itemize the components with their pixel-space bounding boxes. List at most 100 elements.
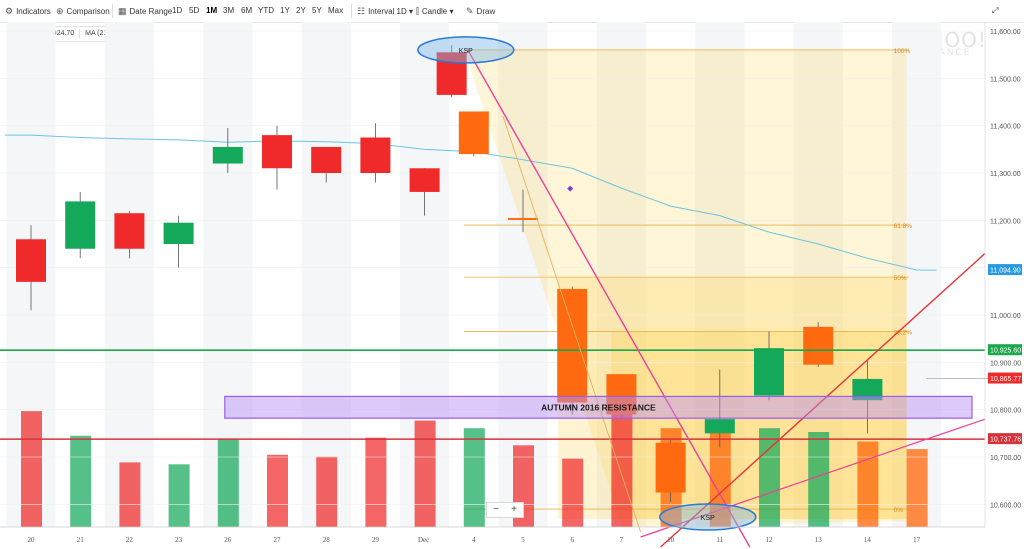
range-ytd[interactable]: YTD <box>258 6 274 15</box>
chart-type-dropdown[interactable]: ⫿ Candle ▾ <box>416 5 454 18</box>
chart-type-label: Candle <box>421 7 448 16</box>
legend-divider <box>79 28 81 38</box>
indicators-button[interactable]: ⚙ Indicators <box>5 5 51 18</box>
range-5y[interactable]: 5Y <box>312 6 322 15</box>
pencil-icon: ✎ <box>466 6 474 16</box>
interval-label: Interval 1D <box>368 7 407 16</box>
ksp-bottom-ellipse-label: KSP <box>701 515 715 522</box>
price-tick-label: 10,900.00 <box>990 360 1021 367</box>
price-tag-bg <box>988 344 1022 356</box>
candle-body <box>852 378 883 401</box>
range-3m[interactable]: 3M <box>223 6 235 15</box>
candle-body <box>262 135 292 169</box>
date-tick-label: 28 <box>323 536 331 544</box>
price-tag-label: 10,737.76 <box>990 437 1021 444</box>
range-2y[interactable]: 2Y <box>296 6 306 15</box>
range-1y[interactable]: 1Y <box>280 6 290 15</box>
price-tag-label: 11,094.90 <box>990 268 1021 275</box>
volume-bar <box>808 432 830 527</box>
zoom-in-button[interactable]: + <box>511 504 517 515</box>
price-axis: 10,600.00 10,700.00 10,800.00 10,900.00 11,0… <box>926 22 1022 527</box>
candle-body <box>508 217 538 220</box>
interval-dropdown[interactable]: ☷ Interval 1D ▾ <box>357 5 413 18</box>
candle-body <box>704 419 735 434</box>
candle-body <box>606 374 637 415</box>
price-tick-label: 10,700.00 <box>990 455 1021 462</box>
date-tick-label: 13 <box>815 536 823 544</box>
volume-bar <box>562 458 584 527</box>
range-5d[interactable]: 5D <box>189 6 200 15</box>
zoom-out-button[interactable]: − <box>493 504 499 515</box>
date-tick-label: 4 <box>472 536 476 544</box>
price-tick-label: 10,600.00 <box>990 502 1021 509</box>
resistance-label: AUTUMN 2016 RESISTANCE <box>541 402 656 412</box>
candle-icon: ⫿ <box>416 6 419 16</box>
price-tag-label: 10,865.77 <box>990 376 1021 383</box>
volume-bar <box>70 435 92 527</box>
price-tag-label: 10,925.60 <box>990 348 1021 355</box>
date-tick-label: 23 <box>175 536 183 544</box>
date-tick-label: 21 <box>77 536 85 544</box>
fib-level-label: 0% <box>894 507 904 514</box>
range-6m[interactable]: 6M <box>241 6 253 15</box>
date-tick-label: Dec <box>418 536 429 544</box>
volume-bar <box>316 456 338 527</box>
price-tick-label: 11,300.00 <box>990 171 1021 178</box>
comparison-button[interactable]: ⊕ Comparison <box>56 5 110 18</box>
date-tick-label: 17 <box>913 536 921 544</box>
price-tick-label: 11,400.00 <box>990 124 1021 131</box>
date-tick-label: 5 <box>521 536 525 544</box>
calendar-icon: ▦ <box>118 6 127 16</box>
date-tick-label: 11 <box>716 536 723 544</box>
fib-level-label: 50% <box>894 275 907 282</box>
candle-body <box>360 137 391 173</box>
candle-body <box>65 201 96 249</box>
price-tag: 10,737.76 <box>988 433 1022 445</box>
volume-bar <box>365 437 387 527</box>
chevron-down-icon: ▾ <box>447 7 454 16</box>
date-range-button[interactable]: ▦ Date Range <box>118 5 172 18</box>
price-tag-bg <box>988 372 1022 384</box>
price-tick-label: 11,500.00 <box>990 76 1021 83</box>
candle-body <box>114 213 145 249</box>
expand-icon: ⤢ <box>992 6 999 15</box>
marker-icon <box>567 185 574 192</box>
chart-toolbar: ⚙ Indicators ⊕ Comparison ▦ Date Range 1D 5… <box>0 0 1024 23</box>
candle-body <box>557 288 588 403</box>
date-bands <box>6 22 942 527</box>
price-tick-label: 11,200.00 <box>990 218 1021 225</box>
fib-level-label: 38.2% <box>894 330 913 337</box>
ksp-top-ellipse-label: KSP <box>459 48 473 55</box>
range-1d[interactable]: 1D <box>172 6 183 15</box>
volume-bar <box>759 428 780 527</box>
chevron-down-icon: ▾ <box>406 7 414 16</box>
price-tick-label: 11,000.00 <box>990 313 1021 320</box>
volume-bar <box>168 464 190 527</box>
date-tick-label: 14 <box>864 536 872 544</box>
candle-body <box>458 111 489 155</box>
volume-bar <box>463 428 485 527</box>
volume-bar <box>857 441 879 527</box>
date-tick-label: 12 <box>766 536 774 544</box>
candlestick-chart[interactable]: 100% 61.8% 50% 38.2% 0% AUTUMN 2016 RESISTAN… <box>0 22 1024 549</box>
candle-body <box>803 326 834 365</box>
volume-bar <box>906 449 928 527</box>
plus-circle-icon: ⊕ <box>56 6 64 16</box>
range-1m[interactable]: 1M <box>206 6 218 15</box>
fib-level-label: 61.8% <box>894 223 913 230</box>
range-max[interactable]: Max <box>328 6 344 15</box>
indicators-label: Indicators <box>16 7 51 16</box>
volume-bar <box>217 439 239 527</box>
candle-body <box>212 146 243 164</box>
candles <box>16 45 883 502</box>
draw-label: Draw <box>476 7 496 16</box>
price-tick-label: 10,800.00 <box>990 408 1021 415</box>
date-tick-label: 29 <box>372 536 380 544</box>
fullscreen-button[interactable]: ⤢ <box>992 5 998 17</box>
volume-bar <box>21 411 42 527</box>
price-tick-label: 11,600.00 <box>990 29 1021 36</box>
comparison-label: Comparison <box>66 7 110 16</box>
date-tick-label: 22 <box>126 536 134 544</box>
draw-button[interactable]: ✎ Draw <box>466 5 495 18</box>
date-tick-label: 26 <box>224 536 232 544</box>
